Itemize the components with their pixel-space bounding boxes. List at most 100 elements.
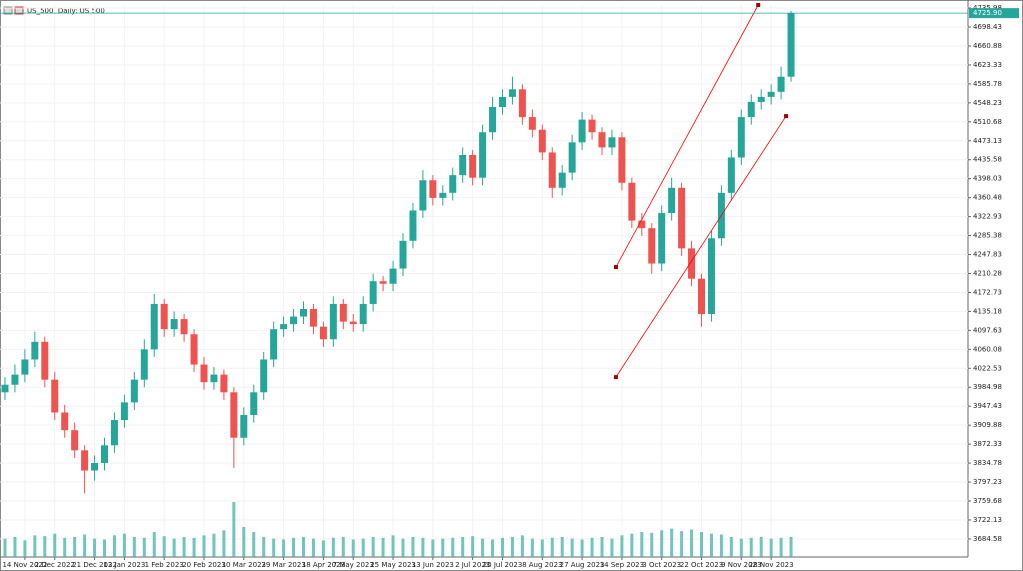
x-tick-label: 13 Jan 2023 [103,561,145,569]
x-tick-label: 18 Apr 2023 [302,561,345,569]
volume-bar [33,535,37,557]
volume-bar [630,533,634,557]
volume-bar [302,537,305,557]
candle-body [489,106,497,133]
volume-bar [491,539,495,557]
x-tick-label: 10 Mar 2023 [222,561,266,569]
symbol-icon[interactable] [14,6,24,15]
candle-body [787,13,795,77]
volume-bar [132,537,136,557]
trend-anchor [756,3,761,7]
candle-body [11,374,19,385]
volume-bar [311,538,315,557]
y-tick-label: 4435.58 [973,156,1002,164]
candle-body [359,303,367,325]
y-tick-label: 4247.83 [973,251,1002,259]
candle-body [309,308,317,327]
candle-body [379,281,387,284]
y-tick-label: 4210.28 [973,269,1002,277]
candle-body [31,341,39,360]
candle-body [170,319,178,330]
volume-bar [361,538,365,557]
y-tick-label: 3684.58 [973,535,1002,543]
y-tick-label: 4510.68 [973,118,1002,126]
y-tick-label: 4285.38 [973,232,1002,240]
volume-bar [729,537,733,557]
candle-body [230,392,238,438]
candle-body [399,240,407,269]
x-tick-label: 29 Mar 2023 [261,561,305,569]
candle-body [548,152,556,188]
volume-bar [600,537,604,557]
volume-bar [501,537,504,557]
y-tick-label: 3947.43 [973,402,1002,410]
x-tick-label: 1 Feb 2023 [145,561,184,569]
volume-bar [580,539,584,557]
y-tick-label: 4135.18 [973,307,1002,315]
y-tick-label: 3984.98 [973,383,1002,391]
volume-bar [182,537,186,557]
candle-body [747,101,755,118]
volume-bar [73,537,77,557]
y-tick-label: 3797.23 [973,478,1002,486]
volume-bar [570,538,574,557]
volume-bar [122,533,126,557]
y-tick-label: 4585.78 [973,80,1002,88]
last-price-label: 4725.90 [973,9,1002,17]
y-tick-label: 4698.43 [973,23,1002,31]
candle-body [290,316,298,325]
chart-title: US_500, Daily: US 500 [27,7,105,15]
volume-bar [700,532,703,557]
candle-body [110,420,118,446]
candle-body [240,415,248,438]
trend-anchor [613,375,618,380]
volume-bar [719,534,723,557]
candle-body [419,180,427,211]
x-tick-label: 3 Oct 2023 [642,561,681,569]
volume-bar [292,537,296,557]
candle-body [210,374,218,383]
volume-bar [471,536,475,557]
volume-bar [351,539,355,557]
y-tick-label: 4322.93 [973,213,1002,221]
candle-body [190,334,198,365]
candle-body [429,180,437,198]
volume-bar [451,537,455,557]
candle-body [369,281,377,304]
volume-bar [530,538,534,557]
candle-body [707,238,715,315]
x-tick-label: 25 May 2023 [370,561,416,569]
x-tick-label: 20 Jul 2023 [483,561,523,569]
volume-bar [53,533,57,557]
volume-bar [192,537,196,557]
candle-body [568,142,576,173]
volume-bar [660,530,664,557]
volume-bar [560,537,564,557]
volume-bar [112,535,116,557]
y-tick-label: 3909.88 [973,421,1002,429]
volume-bar [331,537,335,557]
candle-body [499,96,506,107]
candle-body [449,175,457,193]
volume-bar [93,538,97,557]
candle-body [598,132,606,148]
volume-bar [709,533,713,557]
volume-bar [23,540,27,557]
candle-body [91,462,99,471]
candle-body [319,326,327,340]
candle-body [329,303,337,340]
candle-body [658,213,666,264]
candle-body [61,412,69,431]
candle-body [638,220,646,229]
y-tick-label: 4623.33 [973,61,1002,69]
y-tick-label: 4398.03 [973,175,1002,183]
candle-body [140,349,148,380]
symbol-icon[interactable] [3,6,13,15]
y-tick-label: 3872.33 [973,440,1002,448]
y-tick-label: 3759.68 [973,497,1002,505]
volume-bar [371,537,375,557]
x-tick-label: 28 Nov 2023 [749,561,794,569]
candle-body [588,119,596,133]
volume-bar [749,537,753,557]
